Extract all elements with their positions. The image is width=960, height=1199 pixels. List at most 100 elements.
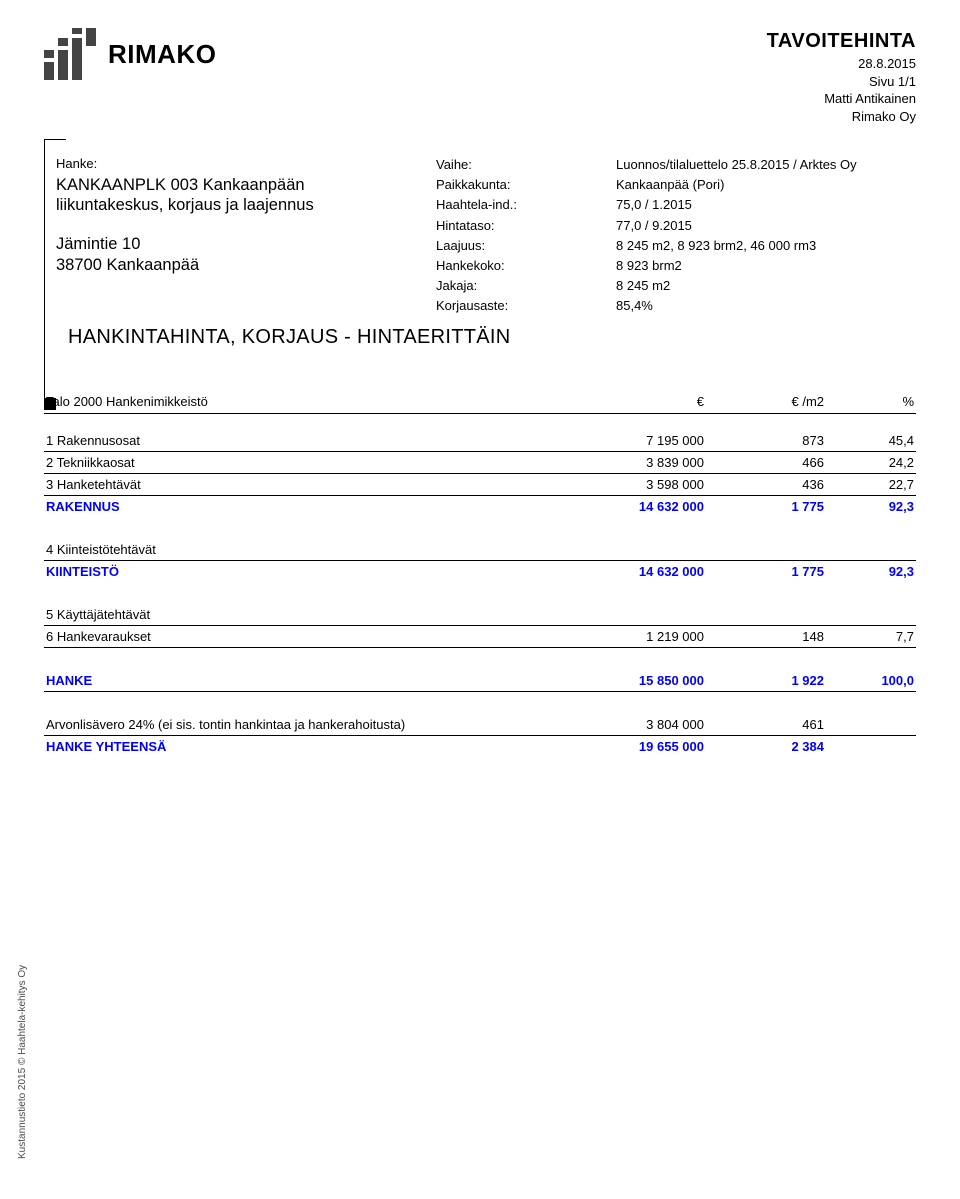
meta-value: 85,4%	[616, 296, 916, 316]
project-block: Hanke: KANKAANPLK 003 Kankaanpään liikun…	[44, 139, 916, 353]
project-left: Hanke: KANKAANPLK 003 Kankaanpään liikun…	[56, 155, 416, 316]
rimako-logo-icon	[44, 28, 98, 80]
meta-value: 75,0 / 1.2015	[616, 195, 916, 215]
doc-author: Matti Antikainen	[767, 90, 916, 108]
row-label: HANKE	[44, 670, 536, 692]
row-m2: 1 775	[706, 560, 826, 582]
row-label: Arvonlisävero 24% (ei sis. tontin hankin…	[44, 714, 536, 736]
header-meta: TAVOITEHINTA 28.8.2015 Sivu 1/1 Matti An…	[767, 28, 916, 125]
meta-value: Kankaanpää (Pori)	[616, 175, 916, 195]
table-row: 1 Rakennusosat 7 195 000 873 45,4	[44, 430, 916, 452]
row-eur: 1 219 000	[536, 625, 706, 647]
meta-value: 8 923 brm2	[616, 256, 916, 276]
row-m2: 1 775	[706, 495, 826, 517]
row-eur: 3 839 000	[536, 451, 706, 473]
meta-value: 8 245 m2	[616, 276, 916, 296]
col-eur: €	[536, 391, 706, 414]
decorative-rule	[44, 139, 45, 399]
logo: RIMAKO	[44, 28, 216, 80]
meta-label: Hankekoko:	[436, 256, 596, 276]
meta-value: Luonnos/tilaluettelo 25.8.2015 / Arktes …	[616, 155, 916, 175]
label-hanke: Hanke:	[56, 155, 416, 173]
row-pct	[826, 539, 916, 561]
row-label: 5 Käyttäjätehtävät	[44, 604, 536, 626]
table-row: 2 Tekniikkaosat 3 839 000 466 24,2	[44, 451, 916, 473]
row-m2: 873	[706, 430, 826, 452]
subtotal-kiinteisto: KIINTEISTÖ 14 632 000 1 775 92,3	[44, 560, 916, 582]
row-m2: 436	[706, 473, 826, 495]
meta-values: Luonnos/tilaluettelo 25.8.2015 / Arktes …	[616, 155, 916, 316]
row-pct	[826, 604, 916, 626]
meta-label: Laajuus:	[436, 236, 596, 256]
row-label: 1 Rakennusosat	[44, 430, 536, 452]
col-label: Talo 2000 Hankenimikkeistö	[44, 391, 536, 414]
row-label: HANKE YHTEENSÄ	[44, 735, 536, 757]
row-m2: 1 922	[706, 670, 826, 692]
row-eur: 14 632 000	[536, 560, 706, 582]
col-pct: %	[826, 391, 916, 414]
project-address: 38700 Kankaanpää	[56, 255, 416, 276]
table-row: 5 Käyttäjätehtävät	[44, 604, 916, 626]
doc-page: Sivu 1/1	[767, 73, 916, 91]
row-pct: 22,7	[826, 473, 916, 495]
table-row: 4 Kiinteistötehtävät	[44, 539, 916, 561]
row-label: 2 Tekniikkaosat	[44, 451, 536, 473]
row-m2: 461	[706, 714, 826, 736]
section-title: HANKINTAHINTA, KORJAUS - HINTAERITTÄIN	[44, 326, 904, 349]
grand-total: HANKE YHTEENSÄ 19 655 000 2 384	[44, 735, 916, 757]
subtotal-rakennus: RAKENNUS 14 632 000 1 775 92,3	[44, 495, 916, 517]
row-pct	[826, 714, 916, 736]
cost-table: Arvonlisävero 24% (ei sis. tontin hankin…	[44, 714, 916, 757]
project-address: Jämintie 10	[56, 234, 416, 255]
table-row: 6 Hankevaraukset 1 219 000 148 7,7	[44, 625, 916, 647]
row-label: 4 Kiinteistötehtävät	[44, 539, 536, 561]
decorative-rule	[44, 398, 56, 410]
row-eur: 14 632 000	[536, 495, 706, 517]
row-m2	[706, 539, 826, 561]
row-pct: 7,7	[826, 625, 916, 647]
logo-text: RIMAKO	[108, 39, 216, 70]
decorative-rule	[44, 139, 66, 140]
meta-label: Paikkakunta:	[436, 175, 596, 195]
cost-table: Talo 2000 Hankenimikkeistö € € /m2 % 1 R…	[44, 391, 916, 517]
meta-label: Hintataso:	[436, 216, 596, 236]
cost-table: 4 Kiinteistötehtävät KIINTEISTÖ 14 632 0…	[44, 539, 916, 582]
total-hanke: HANKE 15 850 000 1 922 100,0	[44, 670, 916, 692]
row-eur: 3 804 000	[536, 714, 706, 736]
meta-label: Korjausaste:	[436, 296, 596, 316]
row-pct: 45,4	[826, 430, 916, 452]
row-pct: 92,3	[826, 560, 916, 582]
meta-value: 77,0 / 9.2015	[616, 216, 916, 236]
row-label: 6 Hankevaraukset	[44, 625, 536, 647]
row-eur: 19 655 000	[536, 735, 706, 757]
row-pct: 92,3	[826, 495, 916, 517]
row-pct: 100,0	[826, 670, 916, 692]
row-pct: 24,2	[826, 451, 916, 473]
doc-title: TAVOITEHINTA	[767, 28, 916, 55]
cost-table: HANKE 15 850 000 1 922 100,0	[44, 670, 916, 692]
header: RIMAKO TAVOITEHINTA 28.8.2015 Sivu 1/1 M…	[44, 28, 916, 125]
meta-label: Haahtela-ind.:	[436, 195, 596, 215]
col-m2: € /m2	[706, 391, 826, 414]
meta-value: 8 245 m2, 8 923 brm2, 46 000 rm3	[616, 236, 916, 256]
doc-company: Rimako Oy	[767, 108, 916, 126]
row-eur	[536, 539, 706, 561]
meta-labels: Vaihe: Paikkakunta: Haahtela-ind.: Hinta…	[436, 155, 596, 316]
row-m2	[706, 604, 826, 626]
row-label: RAKENNUS	[44, 495, 536, 517]
meta-label: Jakaja:	[436, 276, 596, 296]
row-m2: 466	[706, 451, 826, 473]
row-eur: 7 195 000	[536, 430, 706, 452]
table-header-row: Talo 2000 Hankenimikkeistö € € /m2 %	[44, 391, 916, 414]
row-m2: 2 384	[706, 735, 826, 757]
row-label: 3 Hanketehtävät	[44, 473, 536, 495]
doc-date: 28.8.2015	[767, 55, 916, 73]
row-eur: 15 850 000	[536, 670, 706, 692]
row-label: KIINTEISTÖ	[44, 560, 536, 582]
project-name: liikuntakeskus, korjaus ja laajennus	[56, 195, 416, 216]
vat-row: Arvonlisävero 24% (ei sis. tontin hankin…	[44, 714, 916, 736]
row-pct	[826, 735, 916, 757]
cost-table: 5 Käyttäjätehtävät 6 Hankevaraukset 1 21…	[44, 604, 916, 648]
table-row: 3 Hanketehtävät 3 598 000 436 22,7	[44, 473, 916, 495]
meta-label: Vaihe:	[436, 155, 596, 175]
